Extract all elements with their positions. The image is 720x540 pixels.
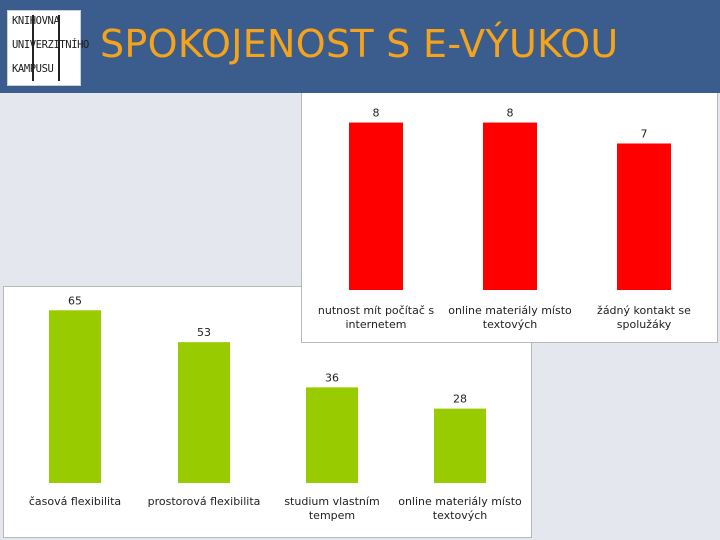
bar — [483, 122, 537, 290]
category-label: online materiály místo textových — [448, 304, 572, 331]
category-label: nutnost mít počítač s internetem — [318, 304, 434, 331]
data-label: 28 — [453, 393, 467, 406]
data-label: 8 — [507, 107, 514, 120]
disadvantages-bar-chart: 8 nutnost mít počítač s internetem 8 online … — [318, 107, 691, 331]
bar — [306, 387, 358, 483]
category-label: časová flexibilita — [29, 495, 121, 508]
bar — [617, 143, 671, 290]
category-label: prostorová flexibilita — [148, 495, 261, 508]
data-label: 65 — [68, 294, 82, 307]
logo-stroke — [58, 15, 60, 81]
advantages-bar-chart: 65 časová flexibilita 53 prostorová flexibi… — [29, 294, 522, 522]
data-label: 36 — [325, 371, 339, 384]
logo-line-1: KNIHOVNA — [12, 15, 60, 27]
bar — [434, 408, 486, 483]
category-label: studium vlastním tempem — [284, 495, 379, 522]
logo-line-2: UNIVERZITNÍHO — [12, 39, 89, 51]
data-label: 7 — [641, 127, 648, 140]
slide-title: SPOKOJENOST S E-VÝUKOU — [100, 22, 619, 66]
logo-stroke — [32, 15, 34, 81]
chart-panel-disadvantages: 8 nutnost mít počítač s internetem 8 online … — [301, 93, 718, 343]
bar — [349, 122, 403, 290]
category-label: online materiály místo textových — [398, 495, 522, 522]
bar — [49, 310, 101, 483]
bar — [178, 342, 230, 483]
data-label: 53 — [197, 326, 211, 339]
library-logo: KNIHOVNA UNIVERZITNÍHO KAMPUSU — [7, 10, 89, 86]
data-label: 8 — [373, 107, 380, 120]
slide-header: KNIHOVNA UNIVERZITNÍHO KAMPUSU SPOKOJENO… — [0, 0, 720, 93]
category-label: žádný kontakt se spolužáky — [597, 304, 691, 331]
